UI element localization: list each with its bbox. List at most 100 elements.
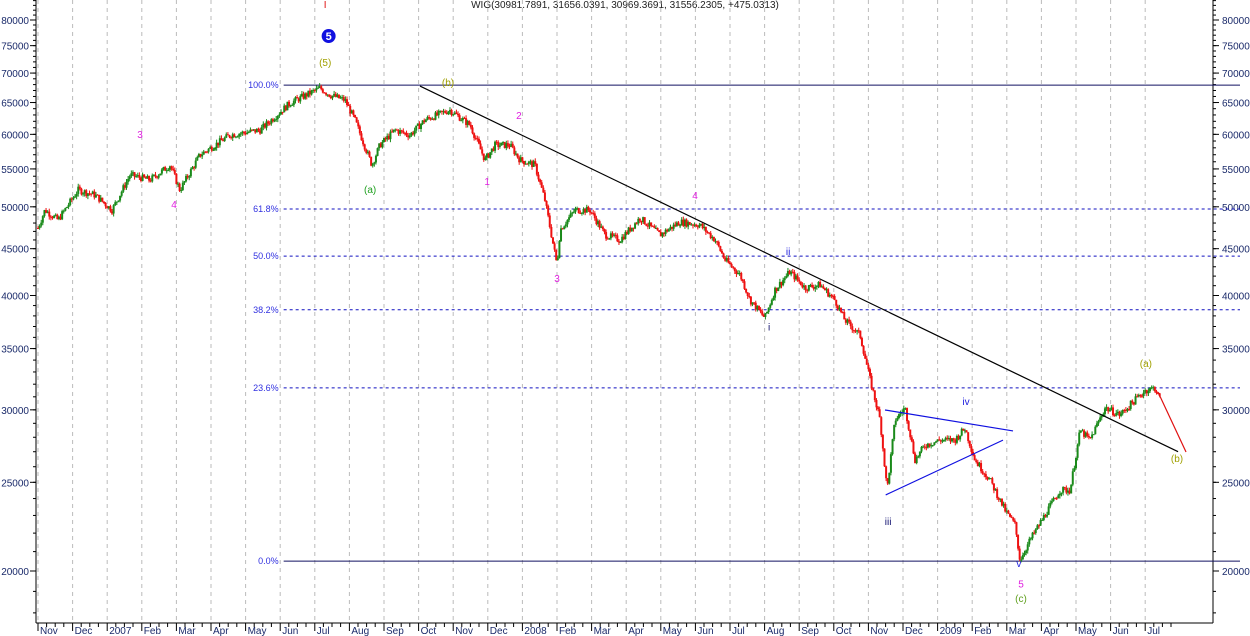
candle-body-down: [492, 148, 495, 151]
candle-body-down: [881, 434, 884, 449]
candle-body-down: [970, 446, 973, 452]
candle-body-down: [606, 238, 609, 240]
candle-body-down: [819, 281, 822, 288]
candle-body-up: [38, 225, 41, 229]
candle-body-up: [600, 226, 603, 228]
candle-body-up: [947, 438, 950, 440]
candle-body-down: [1054, 498, 1057, 500]
candle-body-down: [833, 296, 836, 300]
x-tick-label: 2007: [109, 626, 132, 636]
candle-body-down: [78, 186, 81, 189]
projection-line: [1157, 391, 1187, 453]
candle-body-down: [320, 86, 323, 90]
candle-body-down: [516, 153, 519, 158]
candle-body-down: [244, 132, 247, 135]
candle-body-up: [197, 153, 200, 157]
candle-body-down: [457, 113, 460, 116]
candle-body-up: [1134, 396, 1137, 405]
candle-body-up: [177, 183, 180, 185]
candle-body-up: [1142, 392, 1145, 397]
candle-body-up: [399, 130, 402, 134]
candle-body-down: [651, 225, 654, 227]
y-tick-label-right: 35000: [1222, 345, 1250, 356]
candle-body-down: [1113, 415, 1116, 417]
candle-body-up: [803, 285, 806, 288]
candle-body-up: [159, 173, 162, 176]
wave-label: 4: [692, 191, 698, 202]
candle-body-down: [497, 142, 500, 147]
candle-body-down: [617, 241, 620, 243]
candle-body-down: [357, 122, 360, 127]
candle-body-down: [297, 98, 300, 102]
candle-body-down: [831, 295, 834, 297]
candle-body-up: [214, 147, 217, 150]
candle-body-down: [358, 126, 361, 134]
candle-body-up: [67, 204, 70, 208]
candle-body-down: [222, 140, 225, 142]
candle-body-up: [218, 138, 221, 146]
candle-body-up: [764, 313, 767, 317]
candle-body-down: [254, 129, 257, 133]
candle-body-up: [576, 208, 579, 210]
candle-body-up: [122, 185, 125, 192]
candle-body-down: [872, 388, 875, 391]
candle-body-up: [778, 281, 781, 288]
candle-body-down: [102, 201, 105, 203]
candle-body-down: [479, 143, 482, 150]
candle-body-up: [146, 175, 149, 179]
candle-body-down: [402, 130, 405, 133]
candle-body-down: [962, 428, 965, 431]
candle-body-up: [392, 129, 395, 132]
candle-body-up: [642, 217, 645, 223]
candle-body-up: [922, 446, 925, 448]
candle-body-up: [1076, 444, 1079, 458]
candle-body-down: [548, 215, 551, 227]
candle-body-up: [318, 86, 321, 88]
candle-body-down: [233, 134, 236, 138]
candle-body-up: [424, 119, 427, 123]
candle-body-down: [508, 146, 511, 148]
candle-body-up: [280, 111, 283, 115]
candle-body-up: [157, 175, 160, 178]
candle-body-down: [706, 231, 709, 233]
candle-body-up: [152, 174, 155, 176]
candle-body-down: [741, 279, 744, 282]
candle-body-down: [981, 471, 984, 474]
x-tick-label: Oct: [836, 626, 852, 636]
candle-body-up: [1034, 529, 1037, 533]
candle-body-up: [389, 131, 392, 140]
candle-body-up: [893, 424, 896, 440]
candle-body-down: [712, 237, 715, 242]
candle-body-up: [180, 190, 183, 192]
candle-body-down: [308, 90, 311, 95]
candle-body-down: [321, 89, 324, 93]
candle-body-down: [1140, 395, 1143, 397]
candle-body-up: [381, 142, 384, 148]
candle-body-up: [168, 166, 171, 170]
candle-body-down: [109, 206, 112, 212]
candle-body-up: [350, 110, 353, 114]
candle-body-up: [627, 227, 630, 234]
candle-body-down: [220, 138, 223, 141]
fib-level-label: 100.0%: [248, 80, 279, 90]
candle-body-down: [210, 147, 213, 151]
candle-body-up: [452, 114, 455, 116]
candle-body-down: [506, 143, 509, 147]
candle-body-down: [436, 112, 439, 116]
y-tick-label-right: 65000: [1222, 99, 1250, 110]
x-tick-label: Mar: [1009, 626, 1027, 636]
candle-body-up: [931, 444, 934, 446]
candle-body-down: [914, 453, 917, 464]
candle-body-up: [1028, 538, 1031, 545]
candle-body-down: [1012, 517, 1015, 521]
candle-body-up: [1116, 411, 1119, 414]
x-tick-label: Dec: [490, 626, 508, 636]
candle-body-up: [569, 213, 572, 218]
candle-body-up: [130, 173, 133, 177]
candle-body-down: [1033, 532, 1036, 534]
candle-body-down: [133, 172, 136, 177]
candle-body-up: [1115, 413, 1118, 416]
candle-body-down: [337, 94, 340, 99]
candle-body-down: [104, 202, 107, 207]
candle-body-down: [1118, 411, 1121, 416]
